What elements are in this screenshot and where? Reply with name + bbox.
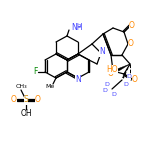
Text: NH: NH <box>71 24 83 33</box>
Polygon shape <box>122 76 124 78</box>
Polygon shape <box>127 68 128 70</box>
Text: HO: HO <box>106 64 118 74</box>
Text: O: O <box>128 40 134 48</box>
Text: Me: Me <box>45 85 55 90</box>
Text: D: D <box>112 93 116 97</box>
Text: O: O <box>132 76 138 85</box>
Text: N: N <box>99 47 105 57</box>
Polygon shape <box>124 72 126 74</box>
Text: O: O <box>11 95 17 105</box>
Text: O: O <box>108 69 114 78</box>
Polygon shape <box>117 64 130 71</box>
Text: OH: OH <box>20 109 32 119</box>
Text: D: D <box>105 81 109 86</box>
Text: O: O <box>35 95 41 105</box>
Text: N: N <box>75 74 81 83</box>
Text: D: D <box>124 83 128 88</box>
Text: O: O <box>129 21 135 29</box>
Text: 2: 2 <box>78 24 81 29</box>
Text: F: F <box>33 67 37 76</box>
Text: CH₃: CH₃ <box>15 83 27 88</box>
Polygon shape <box>129 64 130 66</box>
Text: D: D <box>127 74 131 79</box>
Text: D: D <box>103 88 107 93</box>
Text: S: S <box>24 95 28 105</box>
